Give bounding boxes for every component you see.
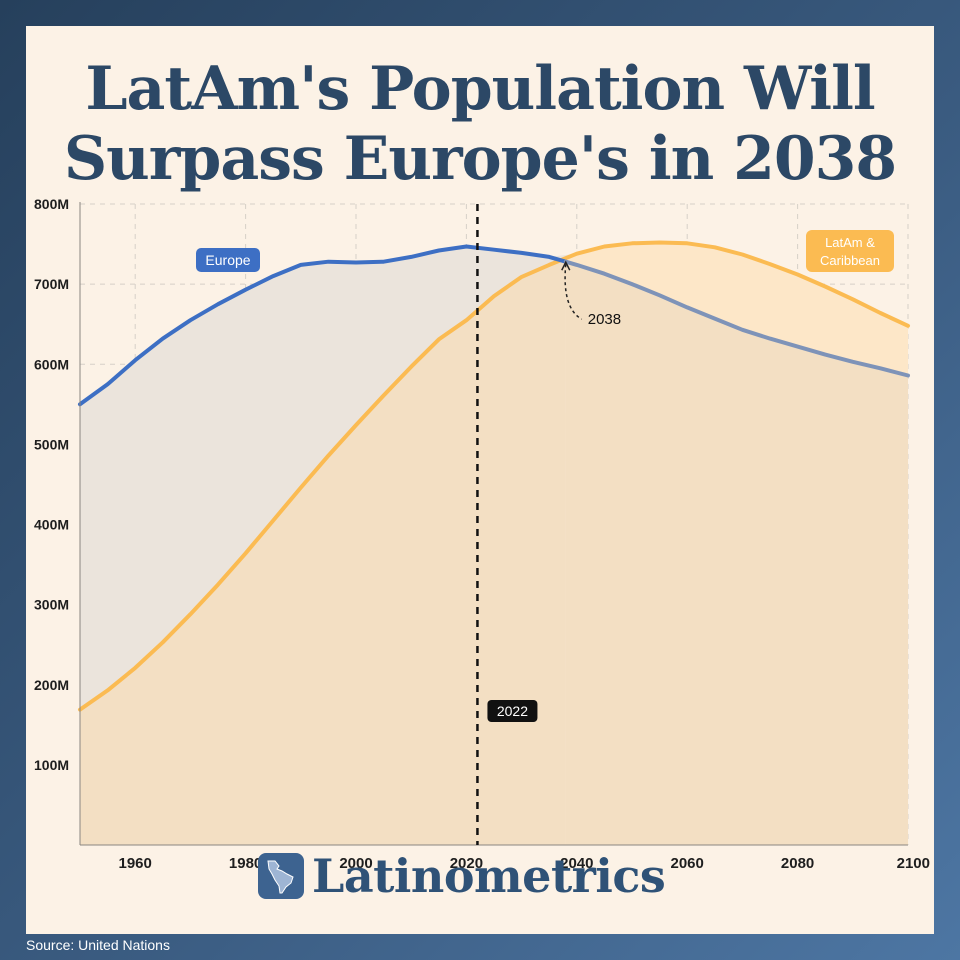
x-tick-label: 1980 (229, 855, 262, 872)
legend-latam-label-line2: Caribbean (820, 253, 880, 268)
y-tick-label: 700M (34, 276, 69, 292)
reference-label-2022: 2022 (497, 703, 528, 719)
x-tick-label: 2000 (339, 855, 372, 872)
x-tick-label: 2080 (781, 855, 814, 872)
series-line-europe-projection (563, 259, 910, 378)
reference-label-bg (487, 700, 538, 722)
y-tick-label: 600M (34, 356, 69, 372)
latin-america-map-icon (258, 853, 304, 899)
title-line-1: LatAm's Population Will (85, 54, 875, 124)
x-tick-label: 2100 (897, 855, 930, 872)
legend-europe-label: Europe (205, 252, 250, 268)
brand-logo: Latinometrics (258, 848, 666, 904)
series-line-latam (78, 240, 910, 712)
legend-latam-label-line1: LatAm & (825, 235, 875, 250)
overlap-area-future (565, 261, 908, 845)
latam-area-past (80, 258, 566, 845)
x-tick-label: 2020 (450, 855, 483, 872)
x-tick-label: 1960 (119, 855, 152, 872)
x-tick-label: 2060 (671, 855, 704, 872)
source-note: Source: United Nations (26, 937, 170, 953)
y-tick-label: 400M (34, 517, 69, 533)
y-tick-label: 300M (34, 597, 69, 613)
x-tick-label: 2040 (560, 855, 593, 872)
y-tick-label: 500M (34, 436, 69, 452)
crossing-arrowhead (561, 260, 571, 271)
crossing-arrow (564, 264, 583, 320)
brand-name: Latinometrics (312, 849, 666, 903)
series-line-europe (78, 244, 568, 407)
crossing-label-2038: 2038 (588, 311, 621, 328)
legend-europe-bg (196, 248, 260, 272)
y-tick-label: 200M (34, 677, 69, 693)
title-line-2: Surpass Europe's in 2038 (63, 124, 897, 194)
y-tick-label: 800M (34, 196, 69, 212)
legend-latam-bg (806, 230, 894, 272)
y-tick-label: 100M (34, 757, 69, 773)
chart-title: LatAm's Population Will Surpass Europe's… (26, 54, 934, 194)
